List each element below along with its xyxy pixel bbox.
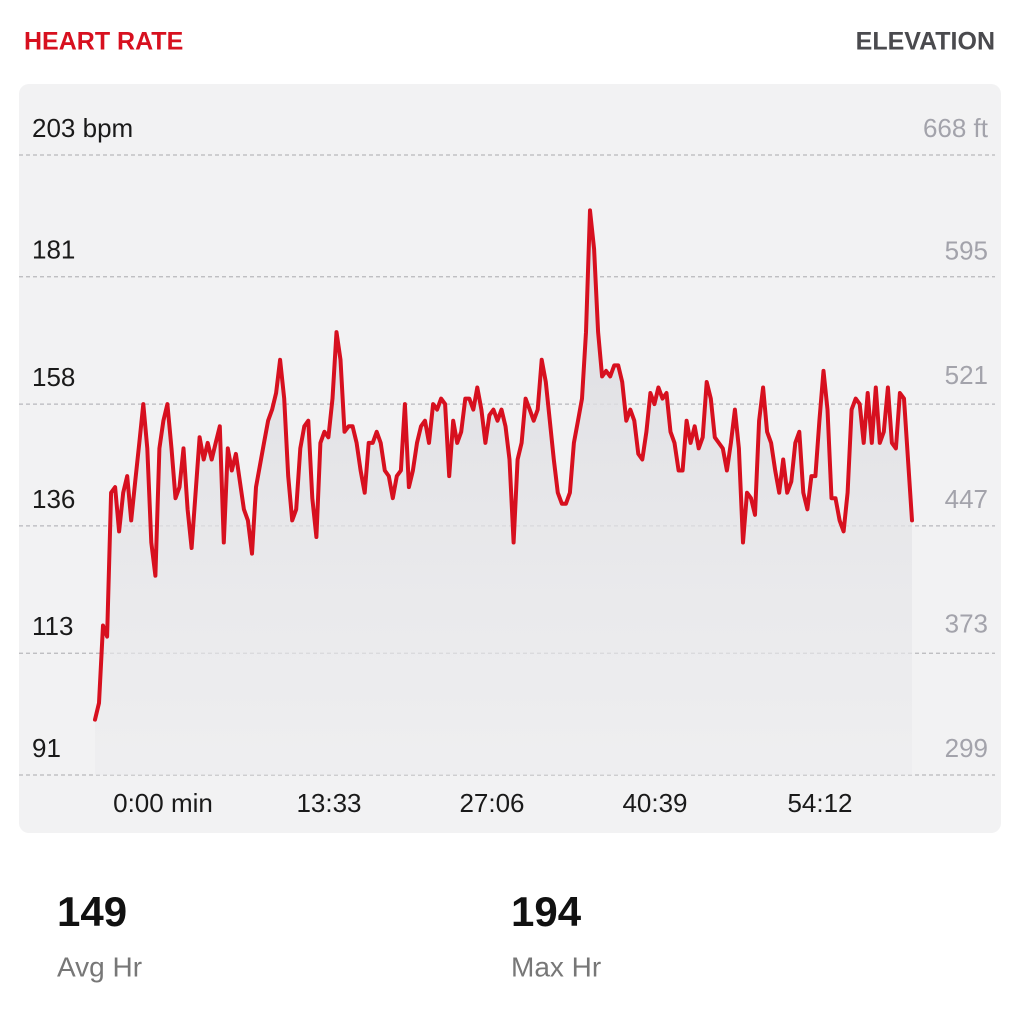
x-tick-label: 27:06 bbox=[459, 788, 524, 818]
y-tick-label: 203 bpm bbox=[32, 113, 133, 143]
x-tick-label: 0:00 min bbox=[113, 788, 213, 818]
y2-tick-label: 595 bbox=[945, 236, 988, 266]
max-hr-label: Max Hr bbox=[511, 951, 601, 982]
x-tick-label: 40:39 bbox=[622, 788, 687, 818]
y-tick-label: 181 bbox=[32, 235, 75, 265]
area bbox=[95, 210, 912, 775]
y2-tick-label: 299 bbox=[945, 733, 988, 763]
y2-tick-label: 447 bbox=[945, 484, 988, 514]
x-tick-label: 54:12 bbox=[787, 788, 852, 818]
y2-tick-label: 373 bbox=[945, 609, 988, 639]
avg-hr-value: 149 bbox=[57, 888, 127, 935]
heart-rate-line bbox=[93, 208, 914, 722]
y-tick-label: 91 bbox=[32, 733, 61, 763]
y-tick-label: 136 bbox=[32, 484, 75, 514]
y2-tick-label: 668 ft bbox=[923, 113, 989, 143]
avg-hr-label: Avg Hr bbox=[57, 951, 142, 982]
y-tick-label: 158 bbox=[32, 362, 75, 392]
y-tick-label: 113 bbox=[32, 611, 73, 641]
max-hr-value: 194 bbox=[511, 888, 582, 935]
elevation-tab[interactable]: ELEVATION bbox=[856, 28, 995, 56]
plot: 203 bpm 181 158 136 113 91 668 ft 595 521 447 373 2… bbox=[19, 113, 995, 818]
x-tick-label: 13:33 bbox=[296, 788, 361, 818]
y2-tick-label: 521 bbox=[945, 360, 988, 390]
heart-rate-tab[interactable]: HEART RATE bbox=[24, 28, 183, 56]
